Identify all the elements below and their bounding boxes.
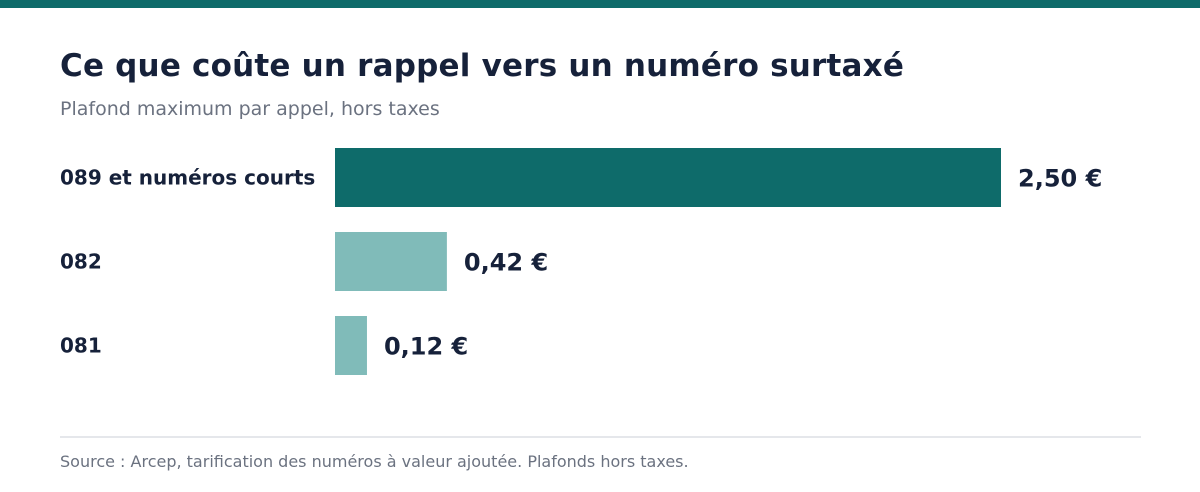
bar xyxy=(335,232,447,291)
category-label: 082 xyxy=(60,250,102,274)
value-label: 2,50 € xyxy=(1018,165,1102,193)
bar xyxy=(335,148,1001,207)
chart-subtitle: Plafond maximum par appel, hors taxes xyxy=(60,98,440,120)
value-label: 0,42 € xyxy=(464,249,548,277)
bar xyxy=(335,316,367,375)
category-label: 081 xyxy=(60,334,102,358)
source-note: Source : Arcep, tarification des numéros… xyxy=(60,452,689,471)
top-accent-band xyxy=(0,0,1200,8)
value-label: 0,12 € xyxy=(384,333,468,361)
chart-title: Ce que coûte un rappel vers un numéro su… xyxy=(60,48,905,84)
bar-chart: 089 et numéros courts 2,50 € 082 0,42 € 081 0… xyxy=(60,148,1102,375)
footer-divider xyxy=(60,436,1141,438)
category-label: 089 et numéros courts xyxy=(60,166,315,190)
